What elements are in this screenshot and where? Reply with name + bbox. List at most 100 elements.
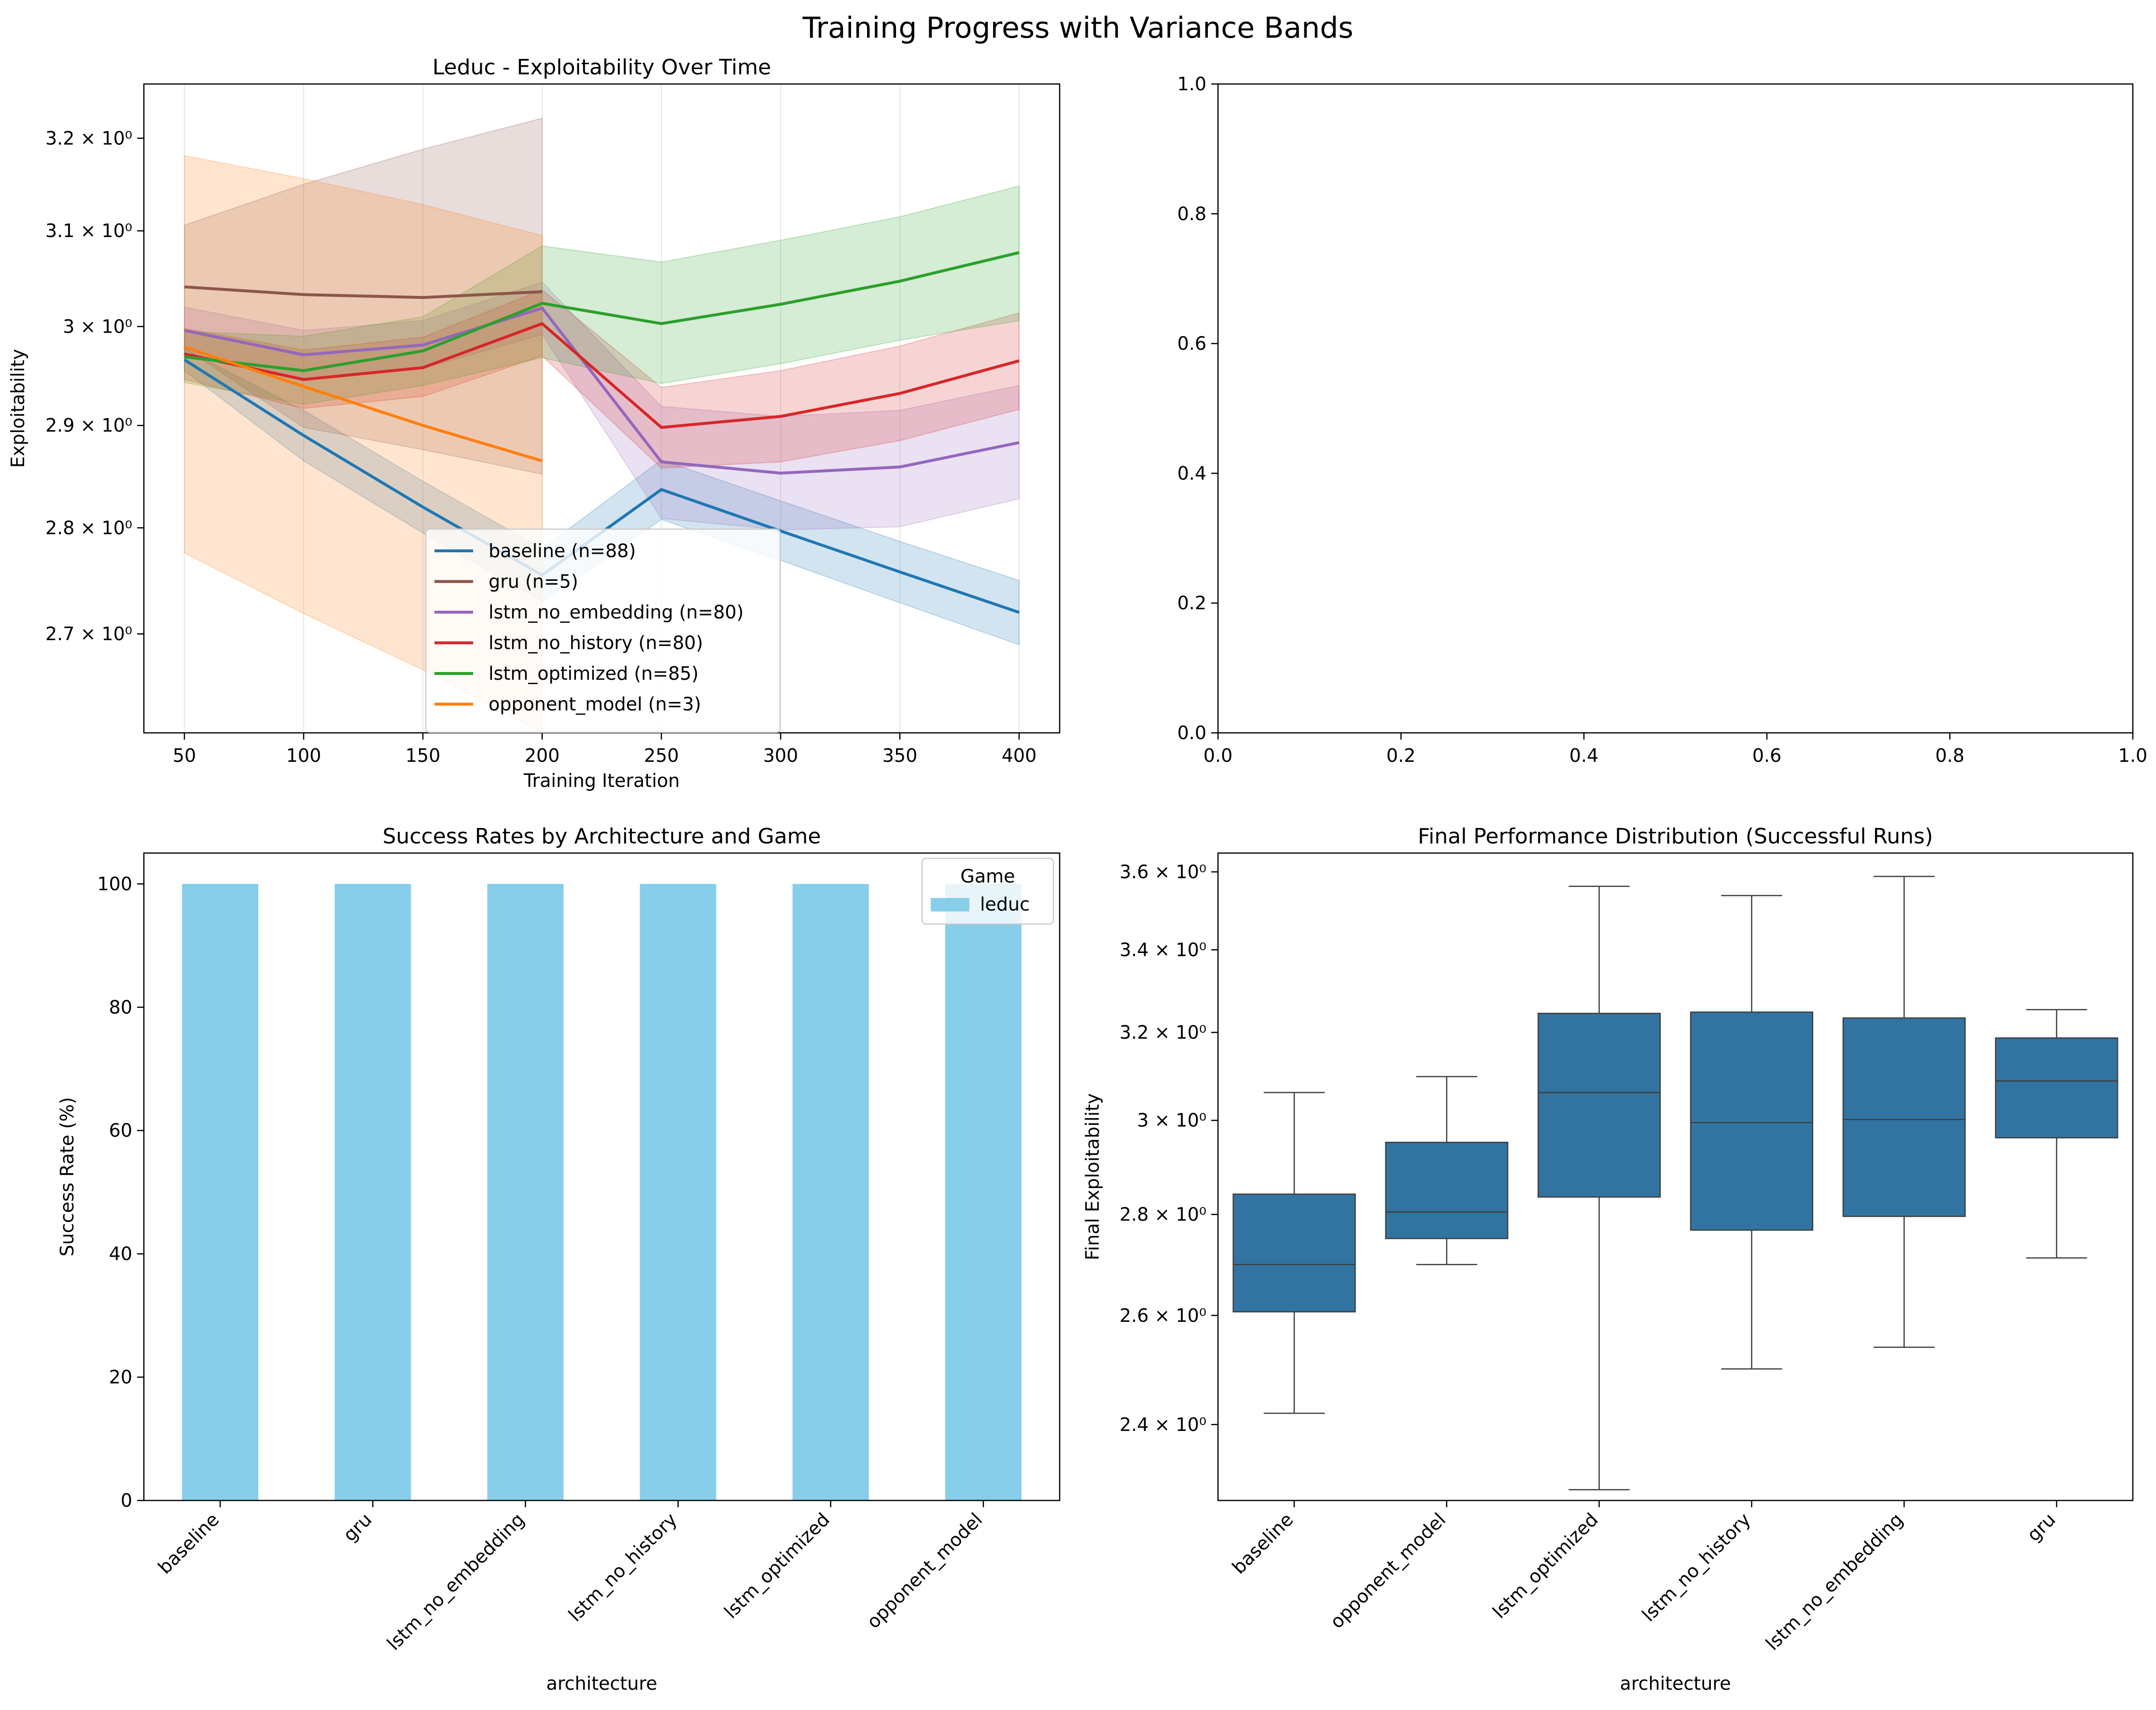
series-line	[184, 251, 1020, 372]
legend-label: leduc	[980, 894, 1030, 915]
legend-label: baseline (n=88)	[489, 540, 636, 561]
y-tick-label: 2.9 × 10⁰	[45, 415, 132, 436]
y-tick-label: 0.0	[1177, 722, 1206, 743]
x-tick-label: 250	[644, 745, 679, 766]
series-line	[184, 285, 543, 299]
y-tick-label: 3.2 × 10⁰	[45, 127, 132, 149]
chart-title: Success Rates by Architecture and Game	[383, 824, 821, 849]
y-tick-label: 80	[109, 996, 132, 1018]
x-tick-label: lstm_no_history	[564, 1509, 681, 1626]
series-line	[184, 322, 1020, 429]
legend-swatch	[931, 898, 969, 911]
x-tick-label: gru	[2023, 1509, 2059, 1545]
variance-band	[184, 348, 1020, 645]
x-tick-label: 350	[882, 745, 918, 766]
y-axis-label: Final Exploitability	[1082, 1093, 1103, 1260]
axes-frame	[1217, 852, 2134, 1501]
y-tick-label: 2.8 × 10⁰	[45, 517, 132, 538]
y-tick-label: 2.7 × 10⁰	[45, 623, 132, 645]
axes-frame	[143, 852, 1061, 1501]
x-tick-label: lstm_no_history	[1638, 1509, 1755, 1626]
y-tick-label: 40	[109, 1243, 132, 1264]
y-tick-label: 20	[109, 1367, 132, 1388]
bar	[640, 883, 716, 1500]
y-tick-label: 3.1 × 10⁰	[45, 220, 132, 241]
box	[1995, 1037, 2118, 1138]
figure-title: Training Progress with Variance Bands	[802, 11, 1354, 45]
y-tick-label: 1.0	[1177, 73, 1206, 95]
y-tick-label: 3.4 × 10⁰	[1120, 939, 1206, 960]
x-tick-label: baseline	[1228, 1509, 1298, 1578]
x-tick-label: lstm_no_embedding	[1762, 1509, 1907, 1654]
x-tick-label: 0.6	[1752, 745, 1781, 766]
chart-title: Final Performance Distribution (Successf…	[1418, 824, 1933, 849]
legend-box	[425, 528, 781, 733]
x-tick-label: 0.2	[1386, 745, 1415, 766]
y-tick-label: 60	[109, 1120, 132, 1141]
variance-band	[184, 185, 1020, 405]
y-tick-label: 0	[121, 1490, 132, 1511]
x-tick-label: 300	[763, 745, 798, 766]
success-rate-bar-chart: baseline gru lstm_no_embedding lstm_no_hist…	[56, 824, 1061, 1694]
x-tick-label: 0.0	[1204, 745, 1232, 766]
empty-axes: 0.0 0.2 0.4 0.6 0.8 1.0 0.0 0.2 0.4 0.6 0.8 1.0	[1177, 73, 2148, 766]
legend-label: lstm_no_embedding (n=80)	[489, 602, 744, 623]
legend-label: lstm_no_history (n=80)	[489, 632, 703, 654]
y-tick-label: 100	[97, 873, 132, 895]
x-tick-label: lstm_optimized	[720, 1509, 834, 1623]
y-tick-label: 2.6 × 10⁰	[1120, 1305, 1206, 1326]
axes-frame	[1217, 83, 2134, 734]
x-tick-label: 400	[1002, 745, 1037, 766]
box	[1842, 1017, 1966, 1217]
y-tick-label: 2.4 × 10⁰	[1120, 1414, 1206, 1435]
legend-title: Game	[960, 866, 1015, 887]
x-tick-label: 1.0	[2118, 745, 2147, 766]
y-tick-label: 3 × 10⁰	[63, 316, 132, 337]
x-tick-label: 200	[525, 745, 560, 766]
series-line	[184, 345, 543, 463]
bar	[487, 883, 564, 1500]
x-tick-label: 100	[286, 745, 322, 766]
y-tick-label: 0.6	[1177, 333, 1206, 354]
x-tick-label: lstm_optimized	[1488, 1509, 1602, 1623]
final-performance-box-plot: baseline opponent_model lstm_optimized lstm…	[1082, 824, 2134, 1694]
plot-area	[183, 117, 1020, 733]
legend-label: lstm_optimized (n=85)	[489, 663, 699, 684]
box	[1385, 1142, 1509, 1239]
box	[1538, 1012, 1661, 1198]
y-tick-label: 3.6 × 10⁰	[1120, 861, 1206, 883]
y-tick-label: 0.4	[1177, 463, 1206, 484]
y-tick-label: 0.8	[1177, 203, 1206, 224]
legend-label: gru (n=5)	[489, 571, 578, 592]
y-tick-label: 3.2 × 10⁰	[1120, 1022, 1206, 1043]
x-axis-label: architecture	[1620, 1673, 1731, 1694]
x-tick-label: 0.8	[1935, 745, 1964, 766]
series-line	[184, 307, 1020, 475]
y-axis-label: Exploitability	[7, 349, 28, 468]
variance-band	[184, 289, 1020, 469]
x-tick-label: 0.4	[1569, 745, 1598, 766]
x-tick-label: opponent_model	[863, 1509, 986, 1632]
box	[1232, 1193, 1356, 1313]
x-tick-label: opponent_model	[1326, 1509, 1450, 1632]
x-tick-label: baseline	[154, 1509, 224, 1578]
bar	[945, 883, 1022, 1500]
y-axis-label: Success Rate (%)	[56, 1097, 78, 1256]
x-tick-label: 150	[406, 745, 441, 766]
x-axis-label: Training Iteration	[523, 770, 680, 791]
x-tick-label: gru	[339, 1509, 376, 1545]
y-tick-label: 0.2	[1177, 592, 1206, 614]
x-tick-label: lstm_no_embedding	[383, 1509, 529, 1654]
chart-title: Leduc - Exploitability Over Time	[433, 55, 771, 80]
y-tick-label: 3 × 10⁰	[1137, 1110, 1206, 1131]
bar	[792, 883, 869, 1500]
x-axis-label: architecture	[546, 1673, 658, 1694]
bar	[182, 883, 259, 1500]
box	[1690, 1011, 1813, 1231]
x-tick-label: 50	[173, 745, 196, 766]
bar	[335, 883, 411, 1500]
exploitability-line-chart: 50 100 150 200 250 300 350 400 2.7 × 10⁰ 2.8 × 10…	[7, 55, 1061, 791]
y-tick-label: 2.8 × 10⁰	[1120, 1204, 1206, 1225]
legend-label: opponent_model (n=3)	[489, 694, 701, 715]
